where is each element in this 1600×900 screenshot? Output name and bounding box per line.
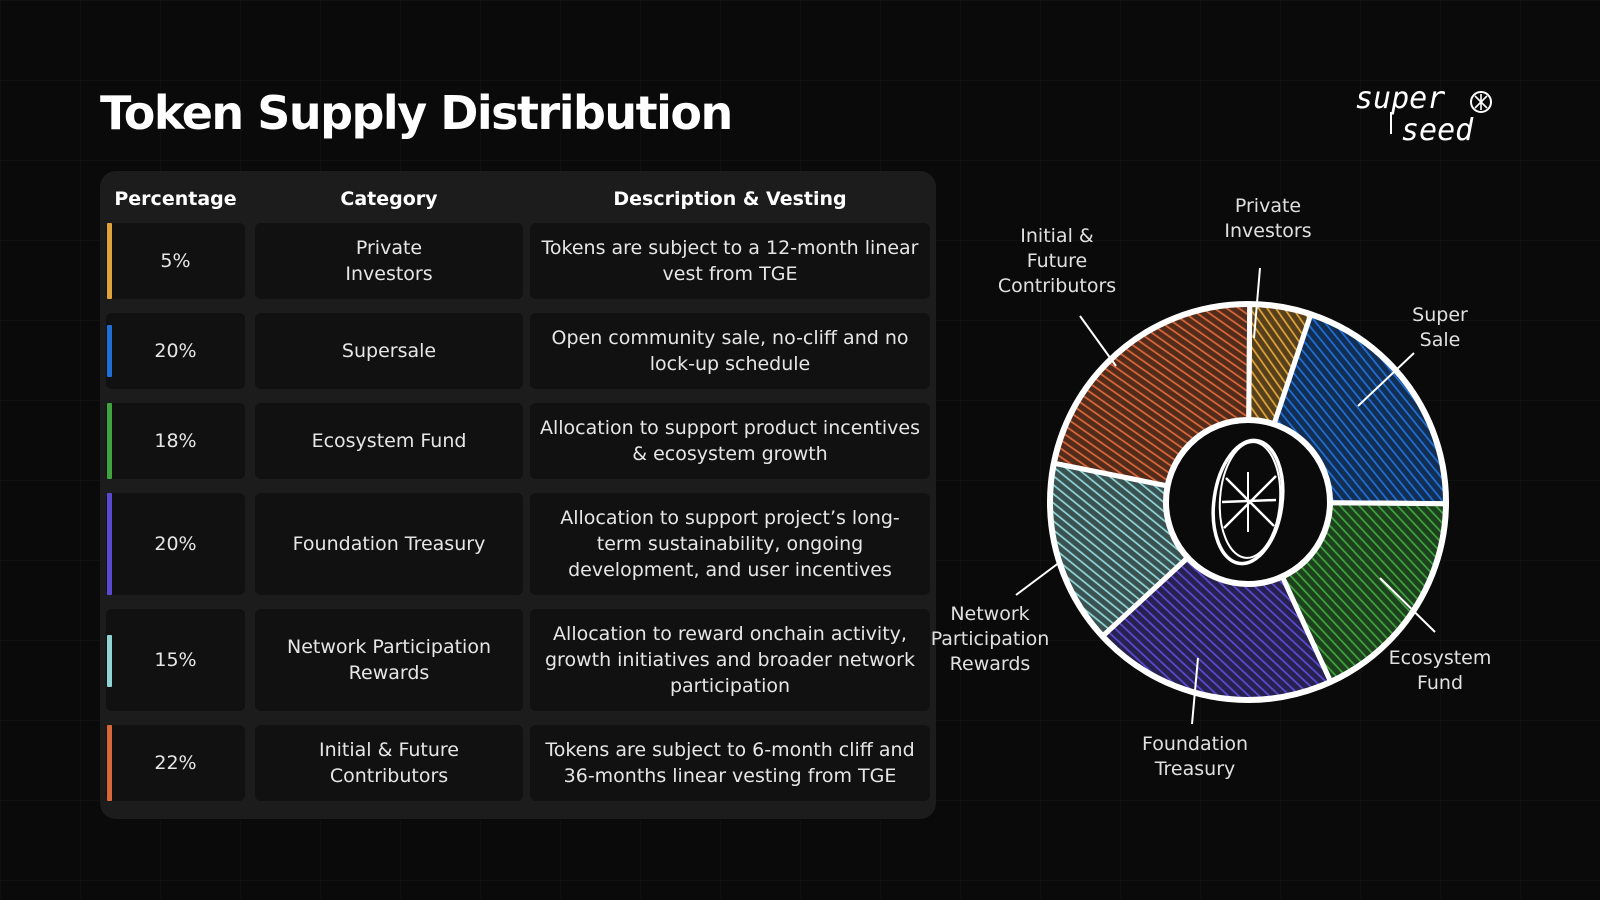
row-color-marker [107, 223, 112, 299]
percentage-cell: 18% [106, 403, 245, 479]
donut-outline [1047, 301, 1449, 703]
percentage-cell: 20% [106, 313, 245, 389]
svg-text:super: super [1355, 81, 1445, 116]
slice-label: Private Investors [1224, 195, 1312, 242]
leader-line [1191, 657, 1199, 725]
category-cell: Initial & Future Contributors [255, 725, 523, 801]
donut-svg [1015, 267, 1449, 725]
category-cell: Private Investors [255, 223, 523, 299]
table-row: 18% Ecosystem Fund Allocation to support… [100, 403, 936, 479]
leader-line [1079, 315, 1117, 367]
distribution-table: Percentage Category Description & Vestin… [100, 171, 936, 819]
leader-line [1015, 561, 1061, 596]
table-row: 22% Initial & Future Contributors Tokens… [100, 725, 936, 801]
percentage-cell: 20% [106, 493, 245, 595]
description-cell: Tokens are subject to a 12-month linear … [530, 223, 930, 299]
category-cell: Foundation Treasury [255, 493, 523, 595]
percentage-cell: 22% [106, 725, 245, 801]
row-color-marker [107, 403, 112, 479]
table-row: 20% Supersale Open community sale, no-cl… [100, 313, 936, 389]
header-category: Category [340, 188, 438, 210]
slice-label: Network Participation Rewards [930, 603, 1050, 675]
row-color-marker [107, 325, 112, 377]
description-cell: Allocation to support product incentives… [530, 403, 930, 479]
slice-label: Initial & Future Contributors [997, 225, 1117, 297]
percentage-cell: 15% [106, 609, 245, 711]
table-row: 15% Network Participation Rewards Alloca… [100, 609, 936, 711]
table-row: 5% Private Investors Tokens are subject … [100, 223, 936, 299]
description-cell: Allocation to reward onchain activity, g… [530, 609, 930, 711]
category-cell: Supersale [255, 313, 523, 389]
page-title: Token Supply Distribution [100, 86, 733, 140]
percentage-cell: 5% [106, 223, 245, 299]
svg-text:seed: seed [1401, 113, 1474, 148]
category-cell: Ecosystem Fund [255, 403, 523, 479]
header-description: Description & Vesting [613, 188, 847, 210]
slice-label: Super Sale [1412, 304, 1468, 351]
row-color-marker [107, 493, 112, 595]
row-color-marker [107, 725, 112, 801]
header-percentage: Percentage [114, 188, 237, 210]
description-cell: Allocation to support project’s long-ter… [530, 493, 930, 595]
leader-line [1253, 267, 1261, 339]
row-color-marker [107, 635, 112, 687]
description-cell: Tokens are subject to 6-month cliff and … [530, 725, 930, 801]
distribution-donut-chart: Private Investors Super Sale Ecosystem Fun… [930, 170, 1600, 830]
leader-line [1357, 352, 1415, 407]
slice-label: Foundation Treasury [1141, 733, 1249, 780]
table-row: 20% Foundation Treasury Allocation to su… [100, 493, 936, 595]
description-cell: Open community sale, no-cliff and no loc… [530, 313, 930, 389]
category-cell: Network Participation Rewards [255, 609, 523, 711]
superseed-logo: super seed [1355, 78, 1515, 154]
slice-label: Ecosystem Fund [1388, 647, 1492, 694]
leader-line [1379, 577, 1436, 633]
seed-icon [1163, 417, 1333, 587]
